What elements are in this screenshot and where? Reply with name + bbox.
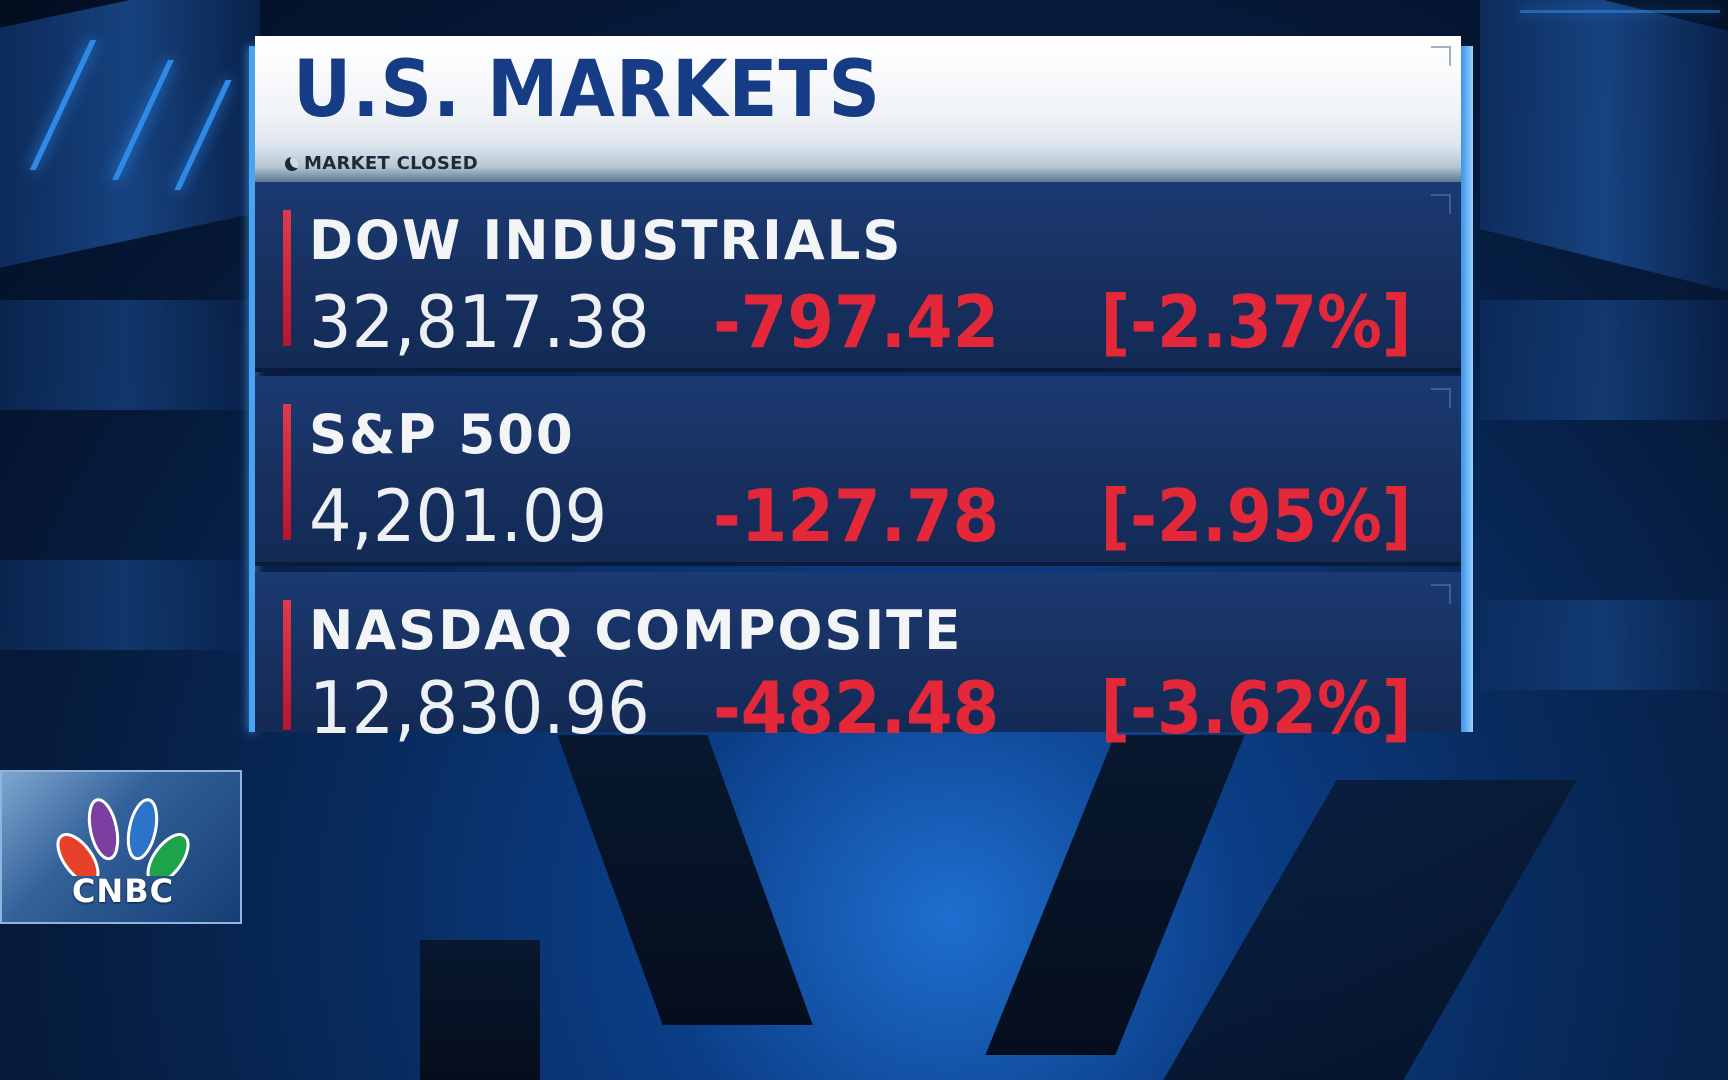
index-row-sp500: S&P 500 4,201.09 -127.78 [-2.95%] xyxy=(255,376,1461,566)
peacock-icon xyxy=(56,798,190,876)
corner-mark xyxy=(1431,584,1451,604)
market-panel: U.S. MARKETS MARKET CLOSED DOW INDUSTRIA… xyxy=(249,36,1473,748)
index-row-nasdaq: NASDAQ COMPOSITE 12,830.96 -482.48 [-3.6… xyxy=(255,572,1461,748)
background-beam xyxy=(0,300,250,410)
index-price: 12,830.96 xyxy=(309,666,650,750)
background-beam xyxy=(1480,300,1728,420)
moon-icon xyxy=(285,156,299,171)
accent-bar xyxy=(283,210,291,346)
index-name: NASDAQ COMPOSITE xyxy=(309,599,963,662)
cnbc-logo: CNBC xyxy=(0,770,242,924)
market-status-label: MARKET CLOSED xyxy=(304,153,478,174)
background-light xyxy=(1520,10,1720,13)
background-beam xyxy=(0,560,250,650)
market-status: MARKET CLOSED xyxy=(285,153,478,174)
corner-mark xyxy=(1431,194,1451,214)
floor-block xyxy=(420,940,540,1080)
cnbc-wordmark: CNBC xyxy=(71,872,175,910)
panel-header: U.S. MARKETS xyxy=(255,36,1461,144)
index-percent: [-2.37%] xyxy=(1100,280,1411,364)
panel-edge xyxy=(249,46,255,732)
accent-bar xyxy=(283,600,291,730)
index-change: -127.78 xyxy=(713,474,1000,558)
index-price: 32,817.38 xyxy=(309,280,650,364)
floor-pillar xyxy=(557,735,813,1025)
background-beam xyxy=(0,0,260,268)
background-beam xyxy=(1480,600,1728,690)
index-name: S&P 500 xyxy=(309,403,575,466)
floor-pillar xyxy=(1163,780,1577,1080)
status-bar xyxy=(255,144,1461,182)
index-change: -482.48 xyxy=(713,666,1000,750)
background-beam xyxy=(1480,0,1728,291)
index-change: -797.42 xyxy=(713,280,1000,364)
index-name: DOW INDUSTRIALS xyxy=(309,209,903,272)
accent-bar xyxy=(283,404,291,540)
index-row-dow: DOW INDUSTRIALS 32,817.38 -797.42 [-2.37… xyxy=(255,182,1461,372)
index-percent: [-2.95%] xyxy=(1100,474,1411,558)
index-percent: [-3.62%] xyxy=(1100,666,1411,750)
index-price: 4,201.09 xyxy=(309,474,608,558)
panel-title: U.S. MARKETS xyxy=(293,45,881,135)
corner-mark xyxy=(1431,388,1451,408)
panel-edge xyxy=(1461,46,1473,732)
corner-mark xyxy=(1431,46,1451,66)
